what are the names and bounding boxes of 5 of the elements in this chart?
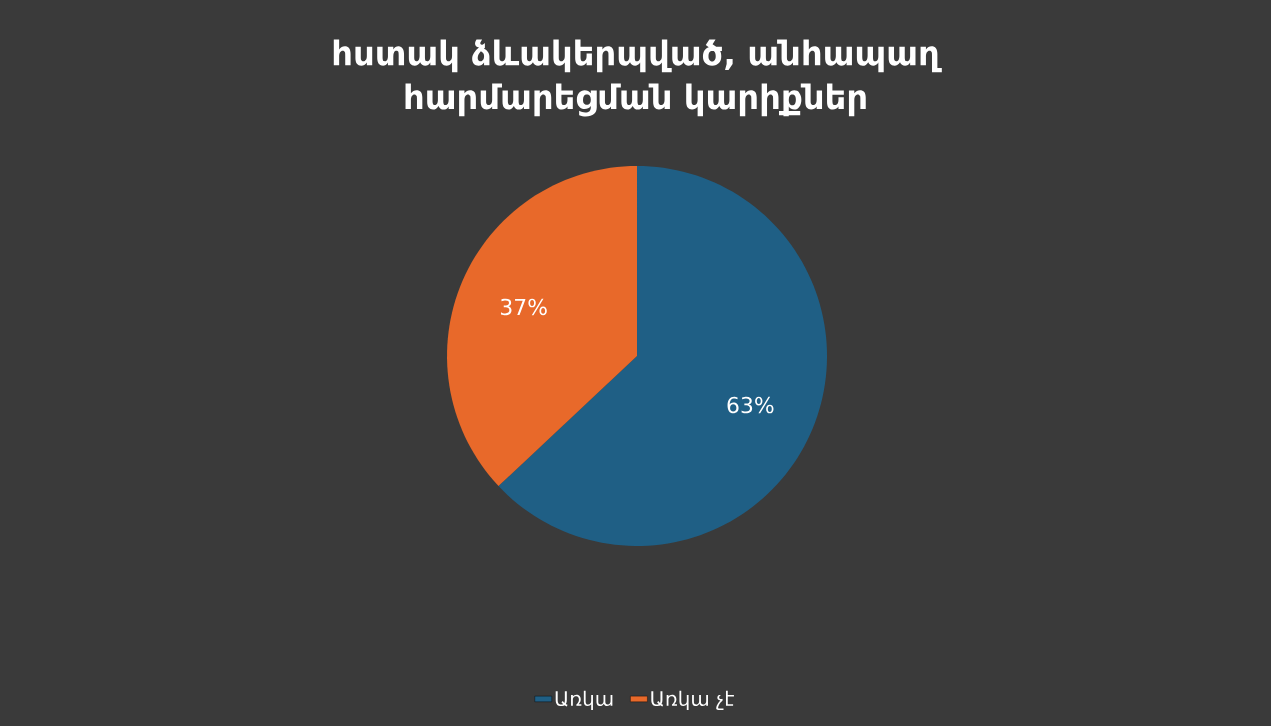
data-label: 37% xyxy=(500,298,547,316)
legend-label: Առկա չէ xyxy=(651,690,734,710)
chart-title: հստակ ձևակերպված, անհապաղ հարմարեցման կարիքներ xyxy=(333,39,942,117)
data-label: 63% xyxy=(727,396,774,414)
legend-label: Առկա xyxy=(555,690,613,710)
